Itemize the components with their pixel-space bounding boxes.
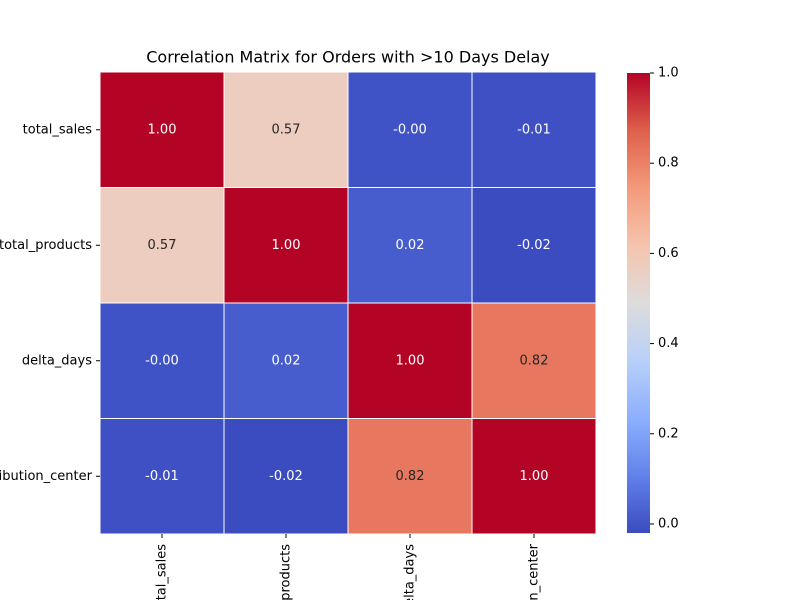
y-tick-label: total_sales [23, 122, 93, 137]
y-tick-label: total_products [0, 238, 92, 253]
cell-label: 1.00 [272, 238, 301, 253]
heatmap-cell [471, 302, 597, 419]
colorbar [627, 73, 650, 533]
heatmap-cell [471, 71, 597, 188]
cell-label: -0.01 [145, 469, 179, 484]
heatmap-cell [99, 71, 225, 188]
colorbar-tick-label: 1.0 [658, 66, 679, 81]
cell-label: 1.00 [148, 122, 177, 137]
heatmap-cell [347, 71, 473, 188]
heatmap-cell [99, 187, 225, 304]
colorbar-tick-label: 0.6 [658, 246, 679, 261]
heatmap-cell [223, 71, 349, 188]
heatmap-cell [471, 418, 597, 535]
heatmap-cell [99, 418, 225, 535]
heatmap-cell [223, 187, 349, 304]
x-tick-label: distribution_center [527, 543, 542, 600]
cell-label: 1.00 [520, 469, 549, 484]
x-tick-label: total_sales [155, 544, 170, 600]
chart-title: Correlation Matrix for Orders with >10 D… [146, 48, 550, 67]
cell-label: 1.00 [396, 353, 425, 368]
cell-label: 0.02 [272, 353, 301, 368]
cell-label: 0.57 [148, 238, 177, 253]
colorbar-tick-label: 0.2 [658, 426, 679, 441]
cell-label: -0.02 [269, 469, 303, 484]
y-tick-label: distribution_center [0, 469, 93, 484]
colorbar-tick-label: 0.4 [658, 336, 679, 351]
cell-label: -0.02 [517, 238, 551, 253]
cell-label: 0.82 [520, 353, 549, 368]
cell-label: 0.57 [272, 122, 301, 137]
cell-label: -0.01 [517, 122, 551, 137]
heatmap-cell [223, 302, 349, 419]
colorbar-tick-label: 0.8 [658, 156, 679, 171]
cell-label: -0.00 [393, 122, 427, 137]
heatmap-cell [471, 187, 597, 304]
cell-label: -0.00 [145, 353, 179, 368]
cell-label: 0.82 [396, 469, 425, 484]
y-tick-label: delta_days [22, 353, 92, 368]
cell-label: 0.02 [396, 238, 425, 253]
x-tick-label: total_products [279, 544, 294, 600]
heatmap-cell [223, 418, 349, 535]
colorbar-tick-label: 0.0 [658, 516, 679, 531]
x-tick-label: delta_days [403, 544, 418, 600]
heatmap-cell [347, 418, 473, 535]
